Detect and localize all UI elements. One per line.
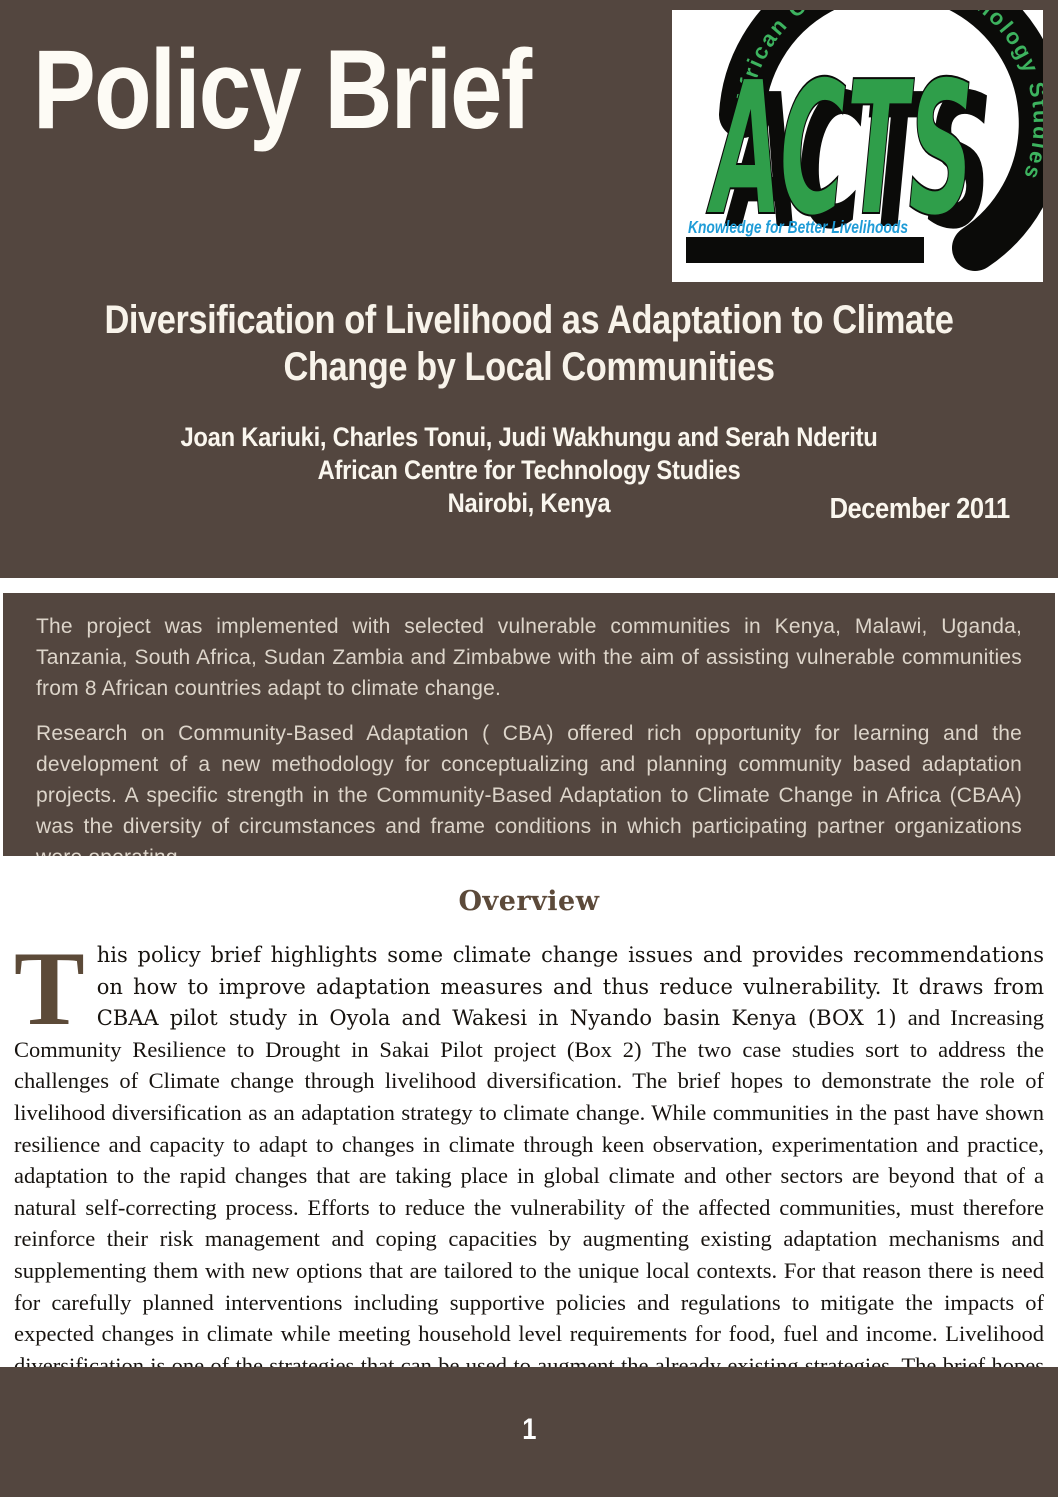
location-line: Nairobi, Kenya <box>447 488 611 518</box>
footer-band: 1 <box>0 1367 1058 1497</box>
overview-text-lead: his policy brief highlights some climate… <box>96 943 1044 1031</box>
publication-date: December 2011 <box>829 493 1011 525</box>
page-number: 1 <box>521 1413 537 1446</box>
abstract-paragraph-2: Research on Community-Based Adaptation (… <box>36 722 1022 856</box>
acts-logo: African Centre for Technology Studies AC… <box>686 10 1043 271</box>
abstract-box: The project was implemented with selecte… <box>3 593 1055 856</box>
logo-bottom-band <box>686 237 924 263</box>
logo-arc-band <box>719 10 1043 271</box>
dropcap-letter: T <box>14 930 85 1047</box>
masthead-title: Policy Brief <box>33 27 532 152</box>
overview-heading: Overview <box>458 886 600 917</box>
title-line-1: Diversification of Livelihood as Adaptat… <box>104 298 954 342</box>
title-line-2: Change by Local Communities <box>283 345 775 389</box>
logo-acronym: ACTS <box>706 41 974 257</box>
abstract-paragraph-1: The project was implemented with selecte… <box>36 615 1022 700</box>
document-title: Diversification of Livelihood as Adaptat… <box>74 297 984 391</box>
authors-block: Joan Kariuki, Charles Tonui, Judi Wakhun… <box>63 421 994 520</box>
authors-line: Joan Kariuki, Charles Tonui, Judi Wakhun… <box>180 422 878 452</box>
header-band: Policy Brief African Centre for Technolo… <box>0 0 1058 578</box>
affiliation-line: African Centre for Technology Studies <box>317 455 741 485</box>
acts-logo-box: African Centre for Technology Studies AC… <box>672 10 1043 282</box>
logo-acronym-shadow: ACTS <box>724 54 992 270</box>
logo-tagline: Knowledge for Better Livelihoods <box>688 217 908 237</box>
